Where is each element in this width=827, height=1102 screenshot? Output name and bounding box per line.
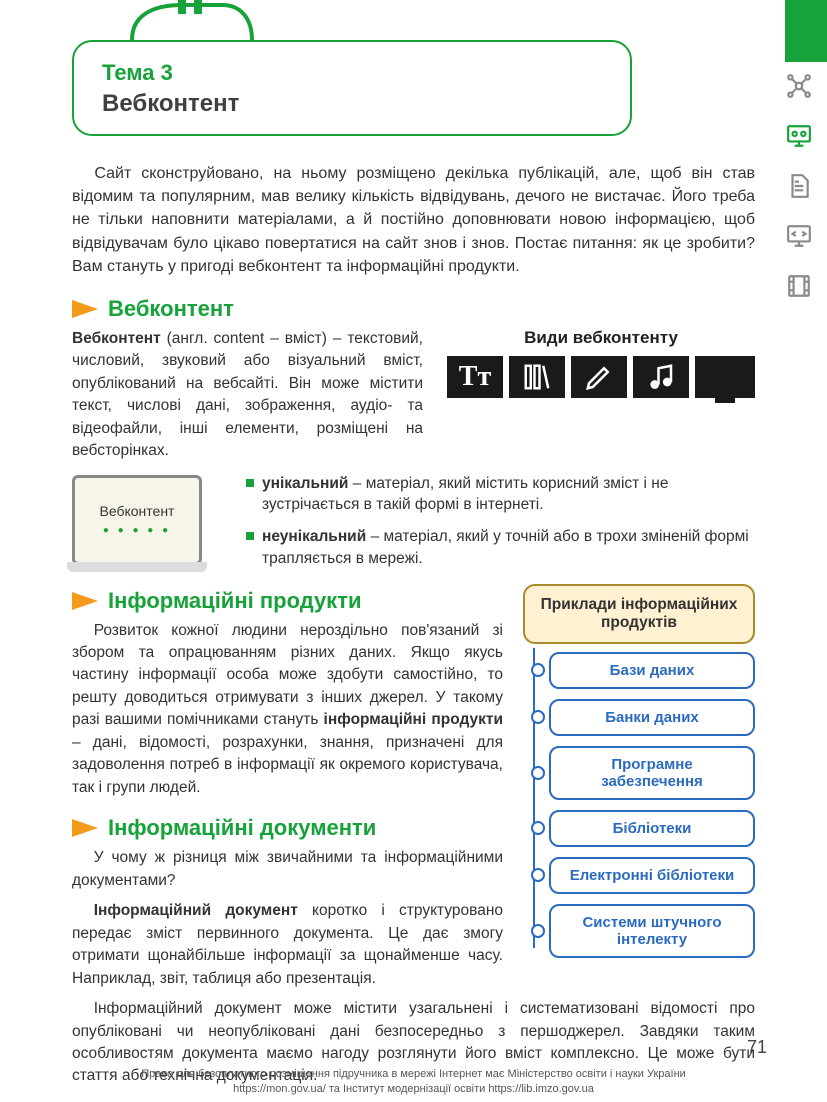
example-item: Бібліотеки	[549, 810, 755, 847]
bullet-marker	[246, 479, 254, 487]
example-item: Програмне забезпечення	[549, 746, 755, 800]
code-monitor-icon	[785, 222, 813, 250]
section-1-title: Вебконтент	[108, 296, 234, 322]
section-2-head: Інформаційні продукти	[72, 588, 503, 614]
example-item: Електронні бібліотеки	[549, 857, 755, 894]
orange-arrow-icon	[72, 300, 98, 318]
example-item: Банки даних	[549, 699, 755, 736]
laptop-illustration: Вебконтент ● ● ● ● ●	[72, 475, 202, 565]
section-1-head: Вебконтент	[72, 296, 755, 322]
orange-arrow-icon	[72, 819, 98, 837]
footer-line-1: Право для безоплатного розміщення підруч…	[0, 1067, 827, 1081]
orange-arrow-icon	[72, 592, 98, 610]
footer: Право для безоплатного розміщення підруч…	[0, 1067, 827, 1096]
side-icon-strip	[785, 72, 813, 300]
laptop-dots: ● ● ● ● ●	[103, 525, 171, 536]
audio-type-icon	[633, 356, 689, 398]
types-icons-row: Tᴛ	[447, 356, 755, 398]
section-3-title: Інформаційні документи	[108, 815, 376, 841]
types-title: Види вебконтенту	[447, 328, 755, 348]
video-type-icon	[695, 356, 755, 398]
content-area: Тема 3 Вебконтент Сайт сконструйовано, н…	[72, 40, 755, 1042]
info-products-paragraph: Розвиток кожної людини нероздільно пов'я…	[72, 620, 503, 800]
pen-type-icon	[571, 356, 627, 398]
page: Тема 3 Вебконтент Сайт сконструйовано, н…	[0, 0, 827, 1102]
info-docs-question: У чому ж різниця між звичайними та інфор…	[72, 847, 503, 892]
bullet-unique: унікальний – матеріал, який містить кори…	[246, 473, 755, 516]
example-item: Системи штучного інтелекту	[549, 904, 755, 958]
intro-paragraph: Сайт сконструйовано, на ньому розміщено …	[72, 162, 755, 278]
topic-decoration-icon	[122, 0, 262, 40]
bullet-marker	[246, 532, 254, 540]
network-icon	[785, 72, 813, 100]
chapter-color-tab	[785, 0, 827, 62]
topic-number: Тема 3	[102, 60, 602, 86]
examples-title: Приклади інформаційних продуктів	[523, 584, 755, 644]
laptop-label: Вебконтент	[100, 503, 175, 519]
example-item: Бази даних	[549, 652, 755, 689]
examples-list: Бази даних Банки даних Програмне забезпе…	[523, 652, 755, 958]
bullet-nonunique: неунікальний – матеріал, який у точній а…	[246, 526, 755, 569]
topic-header-box: Тема 3 Вебконтент	[72, 40, 632, 136]
footer-line-2: https://mon.gov.ua/ та Інститут модерніз…	[0, 1082, 827, 1096]
topic-title: Вебконтент	[102, 90, 602, 118]
section-3-head: Інформаційні документи	[72, 815, 503, 841]
page-number: 71	[747, 1037, 767, 1058]
info-doc-def: Інформаційний документ коротко і структу…	[72, 900, 503, 990]
monitor-icon	[785, 122, 813, 150]
film-icon	[785, 272, 813, 300]
numeric-type-icon	[509, 356, 565, 398]
examples-panel: Приклади інформаційних продуктів Бази да…	[523, 584, 755, 958]
section-2-title: Інформаційні продукти	[108, 588, 362, 614]
webcontent-definition: Вебконтент (англ. content – вміст) – тек…	[72, 328, 423, 463]
definition-term: Вебконтент	[72, 330, 161, 347]
document-icon	[785, 172, 813, 200]
definition-rest: (англ. content – вміст) – текстовий, чис…	[72, 330, 423, 459]
text-type-icon: Tᴛ	[447, 356, 503, 398]
